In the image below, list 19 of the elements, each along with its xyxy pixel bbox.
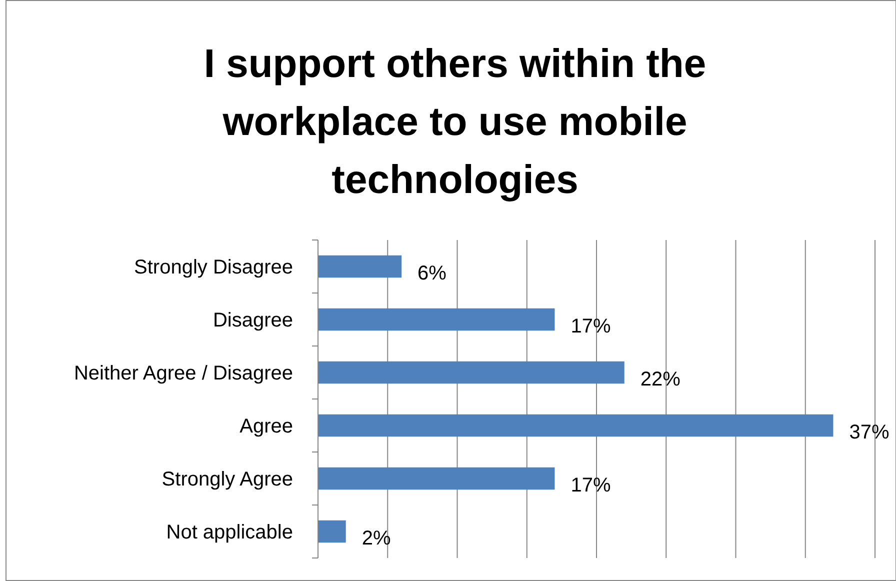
- y-tick-label: Neither Agree / Disagree: [74, 362, 293, 384]
- y-tick-label: Strongly Disagree: [134, 256, 293, 278]
- bar: [318, 414, 834, 437]
- chart-title: I support others within the workplace to use mobile technologies: [204, 42, 706, 202]
- bar: [318, 308, 555, 331]
- bar: [318, 361, 624, 384]
- data-label: 6%: [418, 262, 447, 284]
- bar: [318, 255, 402, 278]
- y-tick-label: Disagree: [212, 310, 293, 332]
- bar: [318, 467, 555, 490]
- data-label: 2%: [362, 528, 391, 550]
- y-tick-label: Not applicable: [166, 522, 293, 544]
- y-tick-label: Strongly Agree: [162, 468, 293, 490]
- data-label: 37%: [849, 422, 890, 444]
- y-tick-label: Agree: [240, 416, 293, 438]
- bar: [318, 520, 346, 543]
- data-label: 22%: [640, 368, 681, 390]
- data-label: 17%: [570, 316, 611, 338]
- data-label: 17%: [570, 474, 611, 496]
